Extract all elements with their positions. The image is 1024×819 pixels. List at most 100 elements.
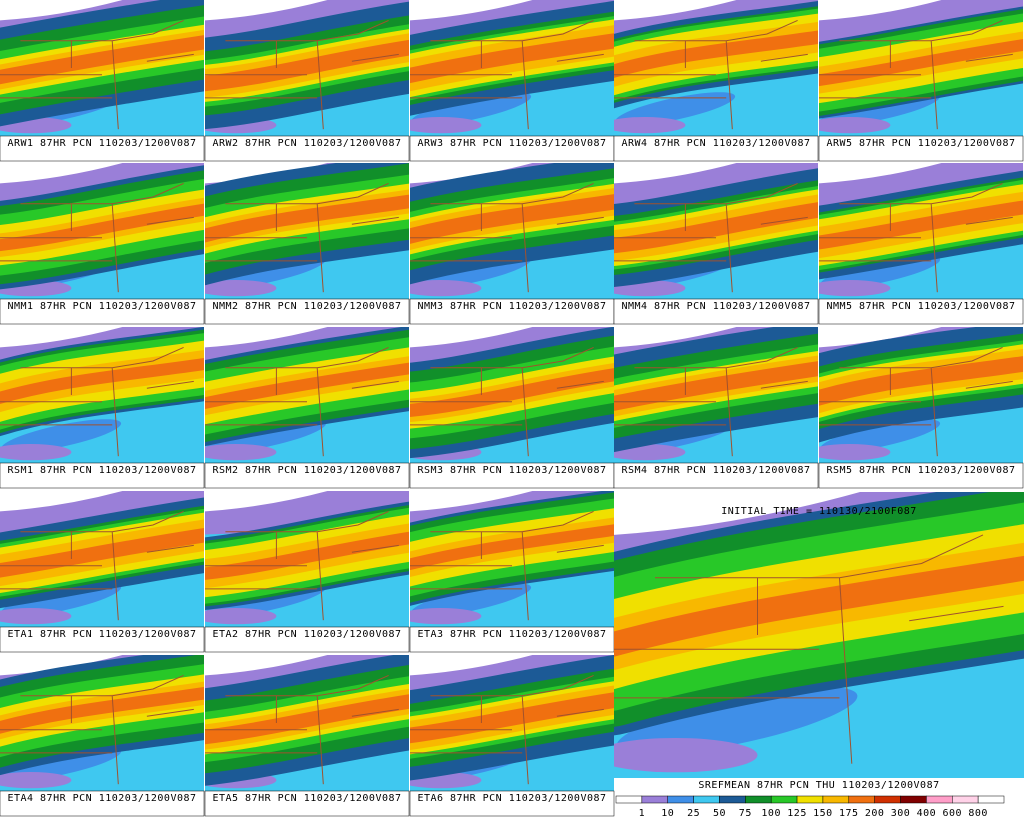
patch [410,279,482,297]
color-box [796,795,824,804]
map [0,327,204,463]
top-white [819,0,942,21]
panel-label: RSM2 87HR PCN 110203/1200V087 [212,465,401,476]
top-white [205,327,328,348]
top-white [819,163,942,184]
label-strip [204,298,410,325]
boundaries [819,346,1013,457]
map [0,491,204,627]
boundaries [614,19,808,130]
color-box [745,795,772,804]
precip-band [0,686,204,734]
panel-label: ARW3 87HR PCN 110203/1200V087 [417,138,606,149]
precip-band [410,33,614,84]
map [614,327,818,463]
map [819,163,1023,299]
panel-label: NMM2 87HR PCN 110203/1200V087 [212,301,401,312]
map [205,163,409,299]
label-strip [204,790,410,817]
color-box [977,795,1005,804]
patch [0,607,72,625]
panel-label: ETA3 87HR PCN 110203/1200V087 [417,629,606,640]
boundaries [410,19,604,130]
map [205,0,409,136]
boundaries [819,19,1013,130]
boundaries [410,182,604,293]
color-box [874,795,901,804]
precip-band [410,368,614,417]
panel-label: NMM5 87HR PCN 110203/1200V087 [826,301,1015,312]
map [819,0,1023,136]
top-white [614,0,737,21]
label-strip [613,298,819,325]
precip-band [614,555,1024,657]
panel-label: NMM4 87HR PCN 110203/1200V087 [621,301,810,312]
top-white [614,492,860,535]
panel-label: RSM1 87HR PCN 110203/1200V087 [7,465,196,476]
boundaries [205,510,399,621]
top-white [0,163,123,184]
label-strip [0,626,205,653]
boundaries [0,674,194,785]
precip-band [410,524,614,571]
precip-band [819,39,1023,87]
color-box [848,795,875,804]
panel-label: ETA4 87HR PCN 110203/1200V087 [7,793,196,804]
color-label: 125 [787,808,807,819]
color-label: 800 [968,808,988,819]
top-white [0,327,123,348]
patch [205,279,277,297]
top-white [819,327,942,348]
map [410,327,614,463]
color-label: 50 [713,808,726,819]
top-white [410,327,533,348]
map [205,655,409,791]
precip-band [819,200,1023,250]
panel-label: ETA6 87HR PCN 110203/1200V087 [417,793,606,804]
top-white [614,163,737,184]
patch [410,116,482,134]
precip-band [614,202,818,254]
boundaries [410,346,604,457]
map [205,491,409,627]
boundaries [614,346,808,457]
precip-band [205,694,409,745]
label-strip [0,462,205,489]
precip-band [0,357,204,405]
color-box [770,795,798,804]
map [819,327,1023,463]
panel-label: RSM3 87HR PCN 110203/1200V087 [417,465,606,476]
color-box [900,795,927,804]
top-white [0,0,123,21]
precip-band [205,531,409,580]
label-strip [409,790,615,817]
label-strip [409,462,615,489]
top-white [205,655,328,676]
main-label: SREFMEAN 87HR PCN THU 110203/1200V087 [698,780,939,791]
panel-label: ARW5 87HR PCN 110203/1200V087 [826,138,1015,149]
boundaries [819,182,1013,293]
boundaries [614,534,1004,764]
boundaries [410,510,604,621]
color-label: 25 [687,808,700,819]
precip-band [410,692,614,744]
precip-band [614,30,818,78]
boundaries [205,182,399,293]
precip-band [205,39,409,92]
label-strip [613,135,819,162]
boundaries [0,346,194,457]
panel-label: ARW4 87HR PCN 110203/1200V087 [621,138,810,149]
precip-band [0,527,204,578]
map [0,0,204,136]
boundaries [205,19,399,130]
top-white [410,0,533,21]
label-strip [818,462,1024,489]
patch [0,771,72,789]
top-white [614,327,737,348]
label-strip [204,626,410,653]
patch [0,443,72,461]
precip-band [614,361,818,411]
map [0,655,204,791]
map [614,0,818,136]
